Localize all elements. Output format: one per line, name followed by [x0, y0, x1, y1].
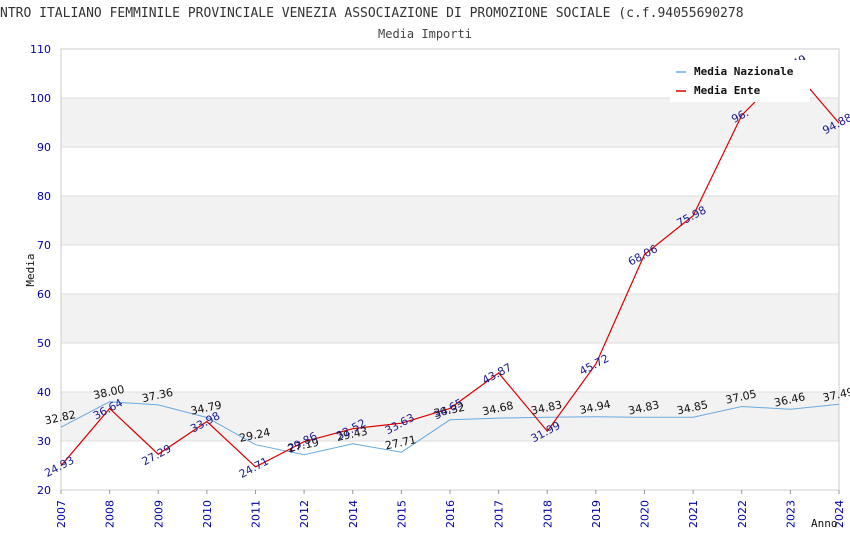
- data-label-media-nazionale: 38.00: [92, 383, 126, 402]
- data-label-media-nazionale: 34.85: [676, 398, 710, 417]
- y-tick-label: 50: [37, 337, 51, 350]
- data-label-media-nazionale: 27.71: [384, 433, 418, 452]
- plot-band: [61, 98, 839, 147]
- x-tick-label: 2012: [298, 500, 311, 528]
- x-tick-label: 2019: [590, 500, 603, 528]
- series-lines: [60, 65, 840, 468]
- data-label-media-nazionale: 34.68: [481, 399, 515, 418]
- x-tick-label: 2023: [784, 500, 797, 528]
- y-tick-label: 80: [37, 190, 51, 203]
- data-label-media-nazionale: 37.49: [822, 385, 850, 404]
- data-label-media-nazionale: 29.24: [238, 426, 272, 445]
- x-tick-label: 2020: [639, 500, 652, 528]
- data-label-media-nazionale: 37.36: [141, 386, 175, 405]
- legend-box: [670, 60, 810, 102]
- x-tick-label: 2008: [104, 500, 117, 528]
- legend-label-media-ente: Media Ente: [694, 84, 761, 97]
- data-label-media-nazionale: 36.46: [773, 390, 807, 409]
- x-tick-label: 2015: [395, 500, 408, 528]
- data-label-media-nazionale: 34.79: [189, 398, 223, 417]
- x-tick-label: 2022: [736, 500, 749, 528]
- y-axis-ticks: 20 30 40 50 60 70 80 90 100 110: [30, 43, 51, 497]
- x-tick-label: 2007: [55, 500, 68, 528]
- x-tick-label: 2017: [493, 500, 506, 528]
- y-tick-label: 70: [37, 239, 51, 252]
- y-tick-label: 90: [37, 141, 51, 154]
- y-tick-label: 110: [30, 43, 51, 56]
- data-label-media-nazionale: 32.82: [44, 408, 78, 427]
- y-tick-label: 40: [37, 386, 51, 399]
- data-label-media-nazionale: 34.94: [578, 398, 612, 417]
- chart-subtitle: Media Importi: [378, 27, 472, 41]
- data-label-media-nazionale: 34.83: [530, 398, 564, 417]
- x-tick-label: 2021: [687, 500, 700, 528]
- data-label-media-nazionale: 29.43: [335, 425, 369, 444]
- data-label-media-nazionale: 34.32: [433, 401, 467, 420]
- data-label-media-nazionale: 34.83: [627, 398, 661, 417]
- y-tick-label: 100: [30, 92, 51, 105]
- x-tick-label: 2010: [201, 500, 214, 528]
- x-axis-label: Anno: [811, 517, 838, 530]
- x-tick-label: 2018: [541, 500, 554, 528]
- series-line-media-nazionale: [60, 401, 840, 456]
- y-axis-label: Media: [24, 253, 37, 286]
- y-tick-label: 20: [37, 484, 51, 497]
- x-tick-label: 2011: [250, 500, 263, 528]
- x-axis-ticks: 2007 2008 2009 2010 2011 2012 2014 2015 2016 2017…: [55, 490, 846, 528]
- chart-title: NTRO ITALIANO FEMMINILE PROVINCIALE VENE…: [0, 6, 744, 21]
- plot-band: [61, 294, 839, 343]
- x-tick-label: 2009: [152, 500, 165, 528]
- data-label-media-nazionale: 37.05: [724, 387, 758, 406]
- series-line-media-ente: [60, 65, 840, 468]
- gridlines: [60, 48, 840, 491]
- legend: Media Nazionale Media Ente: [670, 60, 810, 102]
- x-tick-label: 2014: [347, 500, 360, 528]
- legend-label-media-nazionale: Media Nazionale: [694, 65, 794, 78]
- x-tick-label: 2016: [444, 500, 457, 528]
- x-tick-label: 2024: [833, 500, 846, 528]
- y-tick-label: 60: [37, 288, 51, 301]
- data-label-media-nazionale: 27.19: [287, 436, 321, 455]
- y-tick-label: 30: [37, 435, 51, 448]
- plot-bands: [61, 49, 839, 490]
- plot-band: [61, 196, 839, 245]
